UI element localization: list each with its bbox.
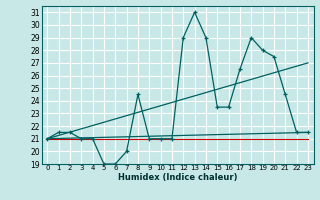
X-axis label: Humidex (Indice chaleur): Humidex (Indice chaleur) — [118, 173, 237, 182]
